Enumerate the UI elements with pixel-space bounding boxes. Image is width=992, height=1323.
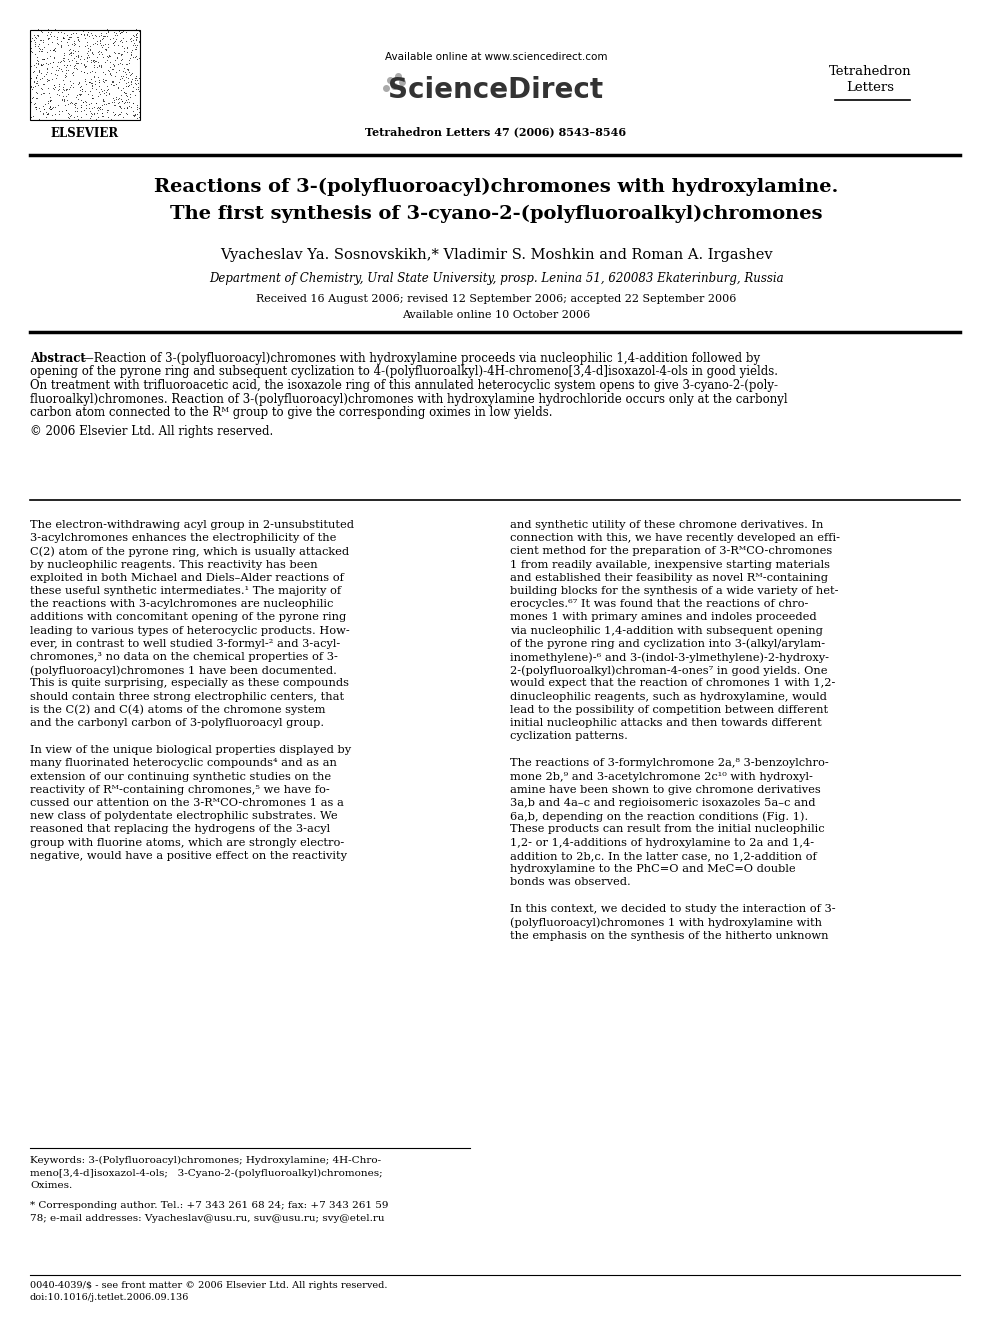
Text: and the carbonyl carbon of 3-polyfluoroacyl group.: and the carbonyl carbon of 3-polyfluoroa… xyxy=(30,718,324,728)
Text: Available online 10 October 2006: Available online 10 October 2006 xyxy=(402,310,590,320)
Text: connection with this, we have recently developed an effi-: connection with this, we have recently d… xyxy=(510,533,840,544)
Text: lead to the possibility of competition between different: lead to the possibility of competition b… xyxy=(510,705,828,714)
Text: fluoroalkyl)chromones. Reaction of 3-(polyfluoroacyl)chromones with hydroxylamin: fluoroalkyl)chromones. Reaction of 3-(po… xyxy=(30,393,788,406)
Text: In this context, we decided to study the interaction of 3-: In this context, we decided to study the… xyxy=(510,905,835,914)
Text: leading to various types of heterocyclic products. How-: leading to various types of heterocyclic… xyxy=(30,626,350,635)
Text: 6a,b, depending on the reaction conditions (Fig. 1).: 6a,b, depending on the reaction conditio… xyxy=(510,811,808,822)
Text: the reactions with 3-acylchromones are nucleophilic: the reactions with 3-acylchromones are n… xyxy=(30,599,333,609)
Text: opening of the pyrone ring and subsequent cyclization to 4-(polyfluoroalkyl)-4H-: opening of the pyrone ring and subsequen… xyxy=(30,365,778,378)
Text: doi:10.1016/j.tetlet.2006.09.136: doi:10.1016/j.tetlet.2006.09.136 xyxy=(30,1293,189,1302)
Text: Letters: Letters xyxy=(846,81,894,94)
Bar xyxy=(30,30,140,120)
Text: mones 1 with primary amines and indoles proceeded: mones 1 with primary amines and indoles … xyxy=(510,613,816,622)
Text: cient method for the preparation of 3-RᴹCO-chromones: cient method for the preparation of 3-Rᴹ… xyxy=(510,546,832,557)
Text: Received 16 August 2006; revised 12 September 2006; accepted 22 September 2006: Received 16 August 2006; revised 12 Sept… xyxy=(256,294,736,304)
Text: carbon atom connected to the Rᴹ group to give the corresponding oximes in low yi: carbon atom connected to the Rᴹ group to… xyxy=(30,406,553,419)
Text: (polyfluoroacyl)chromones 1 have been documented.: (polyfluoroacyl)chromones 1 have been do… xyxy=(30,665,337,676)
Text: 0040-4039/$ - see front matter © 2006 Elsevier Ltd. All rights reserved.: 0040-4039/$ - see front matter © 2006 El… xyxy=(30,1281,388,1290)
Text: should contain three strong electrophilic centers, that: should contain three strong electrophili… xyxy=(30,692,344,701)
Text: Oximes.: Oximes. xyxy=(30,1181,72,1189)
Text: dinucleophilic reagents, such as hydroxylamine, would: dinucleophilic reagents, such as hydroxy… xyxy=(510,692,827,701)
Text: (polyfluoroacyl)chromones 1 with hydroxylamine with: (polyfluoroacyl)chromones 1 with hydroxy… xyxy=(510,918,822,929)
Text: 1,2- or 1,4-additions of hydroxylamine to 2a and 1,4-: 1,2- or 1,4-additions of hydroxylamine t… xyxy=(510,837,814,848)
Text: and synthetic utility of these chromone derivatives. In: and synthetic utility of these chromone … xyxy=(510,520,823,531)
Text: Keywords: 3-(Polyfluoroacyl)chromones; Hydroxylamine; 4H-Chro-: Keywords: 3-(Polyfluoroacyl)chromones; H… xyxy=(30,1156,381,1166)
Text: Abstract: Abstract xyxy=(30,352,85,365)
Text: Available online at www.sciencedirect.com: Available online at www.sciencedirect.co… xyxy=(385,52,607,62)
Text: 2-(polyfluoroalkyl)chroman-4-ones⁷ in good yields. One: 2-(polyfluoroalkyl)chroman-4-ones⁷ in go… xyxy=(510,665,827,676)
Text: Vyacheslav Ya. Sosnovskikh,* Vladimir S. Moshkin and Roman A. Irgashev: Vyacheslav Ya. Sosnovskikh,* Vladimir S.… xyxy=(219,247,773,262)
Text: This is quite surprising, especially as these compounds: This is quite surprising, especially as … xyxy=(30,679,349,688)
Text: these useful synthetic intermediates.¹ The majority of: these useful synthetic intermediates.¹ T… xyxy=(30,586,341,595)
Text: exploited in both Michael and Diels–Alder reactions of: exploited in both Michael and Diels–Alde… xyxy=(30,573,344,583)
Text: © 2006 Elsevier Ltd. All rights reserved.: © 2006 Elsevier Ltd. All rights reserved… xyxy=(30,425,273,438)
Text: would expect that the reaction of chromones 1 with 1,2-: would expect that the reaction of chromo… xyxy=(510,679,835,688)
Text: reactivity of Rᴹ-containing chromones,⁵ we have fo-: reactivity of Rᴹ-containing chromones,⁵ … xyxy=(30,785,329,795)
Text: On treatment with trifluoroacetic acid, the isoxazole ring of this annulated het: On treatment with trifluoroacetic acid, … xyxy=(30,378,778,392)
Text: Department of Chemistry, Ural State University, prosp. Lenina 51, 620083 Ekateri: Department of Chemistry, Ural State Univ… xyxy=(208,273,784,284)
Text: and established their feasibility as novel Rᴹ-containing: and established their feasibility as nov… xyxy=(510,573,828,583)
Text: hydroxylamine to the PhC=O and MeC=O double: hydroxylamine to the PhC=O and MeC=O dou… xyxy=(510,864,796,875)
Text: cussed our attention on the 3-RᴹCO-chromones 1 as a: cussed our attention on the 3-RᴹCO-chrom… xyxy=(30,798,344,808)
Text: mone 2b,⁹ and 3-acetylchromone 2c¹⁰ with hydroxyl-: mone 2b,⁹ and 3-acetylchromone 2c¹⁰ with… xyxy=(510,771,812,782)
Text: via nucleophilic 1,4-addition with subsequent opening: via nucleophilic 1,4-addition with subse… xyxy=(510,626,823,635)
Text: In view of the unique biological properties displayed by: In view of the unique biological propert… xyxy=(30,745,351,755)
Text: many fluorinated heterocyclic compounds⁴ and as an: many fluorinated heterocyclic compounds⁴… xyxy=(30,758,337,769)
Text: The electron-withdrawing acyl group in 2-unsubstituted: The electron-withdrawing acyl group in 2… xyxy=(30,520,354,531)
Text: The first synthesis of 3-cyano-2-(polyfluoroalkyl)chromones: The first synthesis of 3-cyano-2-(polyfl… xyxy=(170,205,822,224)
Text: ScienceDirect: ScienceDirect xyxy=(389,75,603,105)
Text: 3-acylchromones enhances the electrophilicity of the: 3-acylchromones enhances the electrophil… xyxy=(30,533,336,544)
Text: 78; e-mail addresses: Vyacheslav@usu.ru, suv@usu.ru; svy@etel.ru: 78; e-mail addresses: Vyacheslav@usu.ru,… xyxy=(30,1215,385,1222)
Text: of the pyrone ring and cyclization into 3-(alkyl/arylam-: of the pyrone ring and cyclization into … xyxy=(510,639,825,650)
Text: These products can result from the initial nucleophilic: These products can result from the initi… xyxy=(510,824,824,835)
Text: new class of polydentate electrophilic substrates. We: new class of polydentate electrophilic s… xyxy=(30,811,337,822)
Text: reasoned that replacing the hydrogens of the 3-acyl: reasoned that replacing the hydrogens of… xyxy=(30,824,330,835)
Text: ELSEVIER: ELSEVIER xyxy=(51,127,119,140)
Text: chromones,³ no data on the chemical properties of 3-: chromones,³ no data on the chemical prop… xyxy=(30,652,338,662)
Text: negative, would have a positive effect on the reactivity: negative, would have a positive effect o… xyxy=(30,851,347,861)
Text: ever, in contrast to well studied 3-formyl-² and 3-acyl-: ever, in contrast to well studied 3-form… xyxy=(30,639,340,648)
Text: Reactions of 3-(polyfluoroacyl)chromones with hydroxylamine.: Reactions of 3-(polyfluoroacyl)chromones… xyxy=(154,179,838,196)
Text: inomethylene)-⁶ and 3-(indol-3-ylmethylene)-2-hydroxy-: inomethylene)-⁶ and 3-(indol-3-ylmethyle… xyxy=(510,652,829,663)
Text: —Reaction of 3-(polyfluoroacyl)chromones with hydroxylamine proceeds via nucleop: —Reaction of 3-(polyfluoroacyl)chromones… xyxy=(82,352,760,365)
Text: bonds was observed.: bonds was observed. xyxy=(510,877,631,888)
Text: 3a,b and 4a–c and regioisomeric isoxazoles 5a–c and: 3a,b and 4a–c and regioisomeric isoxazol… xyxy=(510,798,815,808)
Text: addition to 2b,c. In the latter case, no 1,2-addition of: addition to 2b,c. In the latter case, no… xyxy=(510,851,816,861)
Text: * Corresponding author. Tel.: +7 343 261 68 24; fax: +7 343 261 59: * Corresponding author. Tel.: +7 343 261… xyxy=(30,1201,389,1211)
Text: extension of our continuing synthetic studies on the: extension of our continuing synthetic st… xyxy=(30,771,331,782)
Text: cyclization patterns.: cyclization patterns. xyxy=(510,732,628,741)
Text: by nucleophilic reagents. This reactivity has been: by nucleophilic reagents. This reactivit… xyxy=(30,560,317,570)
Text: Tetrahedron: Tetrahedron xyxy=(828,65,912,78)
Text: the emphasis on the synthesis of the hitherto unknown: the emphasis on the synthesis of the hit… xyxy=(510,931,828,941)
Text: C(2) atom of the pyrone ring, which is usually attacked: C(2) atom of the pyrone ring, which is u… xyxy=(30,546,349,557)
Text: initial nucleophilic attacks and then towards different: initial nucleophilic attacks and then to… xyxy=(510,718,821,728)
Text: meno[3,4-d]isoxazol-4-ols;   3-Cyano-2-(polyfluoroalkyl)chromones;: meno[3,4-d]isoxazol-4-ols; 3-Cyano-2-(po… xyxy=(30,1168,383,1177)
Text: erocycles.⁶⁷ It was found that the reactions of chro-: erocycles.⁶⁷ It was found that the react… xyxy=(510,599,808,609)
Text: is the C(2) and C(4) atoms of the chromone system: is the C(2) and C(4) atoms of the chromo… xyxy=(30,705,325,716)
Text: additions with concomitant opening of the pyrone ring: additions with concomitant opening of th… xyxy=(30,613,346,622)
Text: 1 from readily available, inexpensive starting materials: 1 from readily available, inexpensive st… xyxy=(510,560,830,570)
Text: Tetrahedron Letters 47 (2006) 8543–8546: Tetrahedron Letters 47 (2006) 8543–8546 xyxy=(365,126,627,138)
Text: building blocks for the synthesis of a wide variety of het-: building blocks for the synthesis of a w… xyxy=(510,586,838,595)
Text: amine have been shown to give chromone derivatives: amine have been shown to give chromone d… xyxy=(510,785,820,795)
Text: The reactions of 3-formylchromone 2a,⁸ 3-benzoylchro-: The reactions of 3-formylchromone 2a,⁸ 3… xyxy=(510,758,828,769)
Text: group with fluorine atoms, which are strongly electro-: group with fluorine atoms, which are str… xyxy=(30,837,344,848)
